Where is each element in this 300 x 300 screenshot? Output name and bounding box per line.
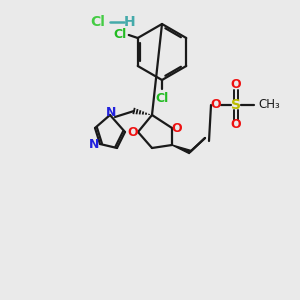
Text: Cl: Cl [91, 15, 105, 29]
Text: N: N [106, 106, 116, 118]
Text: H: H [124, 15, 136, 29]
Text: O: O [231, 79, 241, 92]
Text: O: O [172, 122, 182, 134]
Text: Cl: Cl [155, 92, 169, 104]
Text: O: O [211, 98, 221, 112]
Text: CH₃: CH₃ [258, 98, 280, 112]
Text: N: N [89, 137, 99, 151]
Text: O: O [128, 125, 138, 139]
Polygon shape [172, 145, 190, 154]
Text: O: O [231, 118, 241, 131]
Text: Cl: Cl [113, 28, 126, 41]
Text: S: S [231, 98, 241, 112]
